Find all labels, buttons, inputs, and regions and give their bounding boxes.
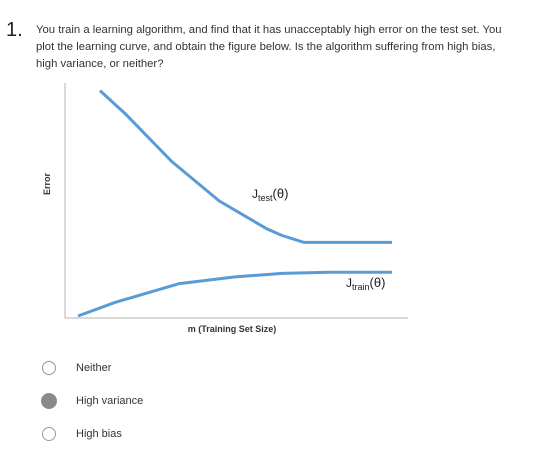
question-text: You train a learning algorithm, and find… <box>36 24 502 70</box>
option-neither[interactable]: Neither <box>42 358 111 378</box>
option-label-high-bias: High bias <box>76 428 122 440</box>
test-error-curve <box>98 89 392 244</box>
train-error-curve <box>77 270 392 318</box>
radio-high-bias[interactable] <box>42 427 56 441</box>
option-label-high-variance: High variance <box>76 395 144 407</box>
train-error-label: Jtrain(θ) <box>346 275 385 292</box>
question-number: 1. <box>6 19 23 41</box>
x-axis-label: m (Training Set Size) <box>188 324 277 334</box>
radio-neither[interactable] <box>42 361 56 375</box>
option-high-variance[interactable]: High variance <box>41 391 144 411</box>
test-error-label: Jtest(θ) <box>252 186 288 203</box>
y-axis-label: Error <box>42 173 52 196</box>
option-high-bias[interactable]: High bias <box>42 424 122 444</box>
option-label-neither: Neither <box>76 362 112 374</box>
radio-high-variance[interactable] <box>41 393 57 409</box>
